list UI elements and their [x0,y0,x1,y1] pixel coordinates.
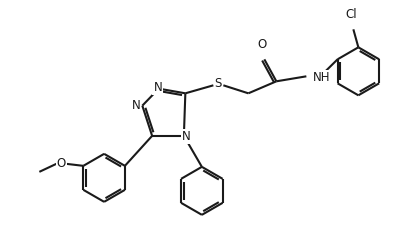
Text: N: N [153,81,162,94]
Text: N: N [182,130,190,143]
Text: S: S [215,77,222,90]
Text: O: O [57,157,66,170]
Text: O: O [258,38,267,51]
Text: N: N [131,99,140,112]
Text: Cl: Cl [346,8,357,21]
Text: NH: NH [314,71,331,84]
